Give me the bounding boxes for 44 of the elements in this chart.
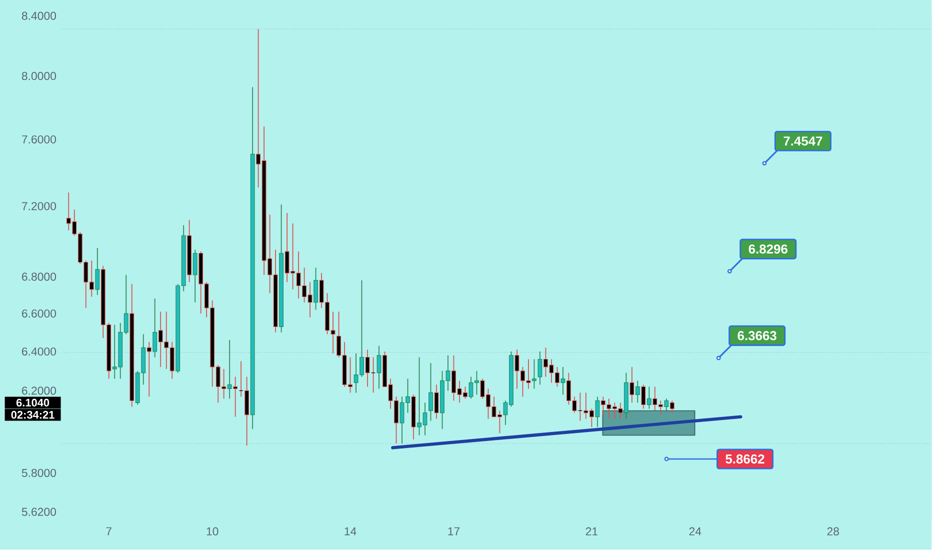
y-tick-label: 6.8000 <box>22 272 56 281</box>
candlestick <box>152 298 158 358</box>
candlestick <box>434 384 439 420</box>
candlestick <box>365 349 370 388</box>
y-tick-label: 6.6000 <box>22 310 56 318</box>
candlestick <box>532 358 536 390</box>
candlestick <box>192 249 198 303</box>
text: 6.1040 <box>16 398 50 407</box>
candlestick <box>635 380 640 404</box>
annotation: 6.8296 <box>748 244 788 254</box>
y-tick-label: 8.0000 <box>22 72 56 80</box>
candlestick <box>146 342 152 398</box>
y-tick-label: 7.2000 <box>22 202 56 210</box>
candlestick <box>233 376 238 418</box>
x-tick-label: 24 <box>689 527 702 536</box>
candlestick <box>641 384 646 410</box>
x-tick-label: 21 <box>586 527 598 536</box>
candlestick <box>560 366 566 396</box>
y-tick-label: 8.4000 <box>22 12 56 20</box>
candlestick <box>670 400 674 414</box>
y-tick-label: 5.6200 <box>22 508 56 516</box>
x-tick-label: 17 <box>448 527 460 536</box>
y-tick-label: 6.2000 <box>22 386 56 395</box>
candlestick <box>538 351 542 386</box>
annotation: 6.3663 <box>738 331 776 340</box>
x-tick-label: 7 <box>106 527 112 536</box>
y-tick-label: 5.8000 <box>22 468 56 478</box>
x-tick-label: 10 <box>206 527 218 536</box>
candlestick <box>95 248 100 296</box>
x-tick-label: 28 <box>827 527 839 536</box>
y-tick-label: 6.4000 <box>22 348 56 356</box>
candlestick <box>314 267 318 310</box>
candlestick <box>664 398 669 412</box>
y-tick-label: 7.6000 <box>22 135 56 144</box>
annotation: 7.4547 <box>784 136 822 146</box>
annotation: 5.8662 <box>726 454 764 464</box>
candlestick <box>428 362 433 422</box>
candlestick <box>630 366 634 404</box>
candlestick <box>646 386 652 410</box>
candlestick <box>376 345 382 390</box>
x-tick-label: 14 <box>344 527 356 536</box>
candlestick <box>227 340 232 400</box>
candlestick <box>595 396 600 428</box>
text: 02:34:21 <box>11 411 54 419</box>
